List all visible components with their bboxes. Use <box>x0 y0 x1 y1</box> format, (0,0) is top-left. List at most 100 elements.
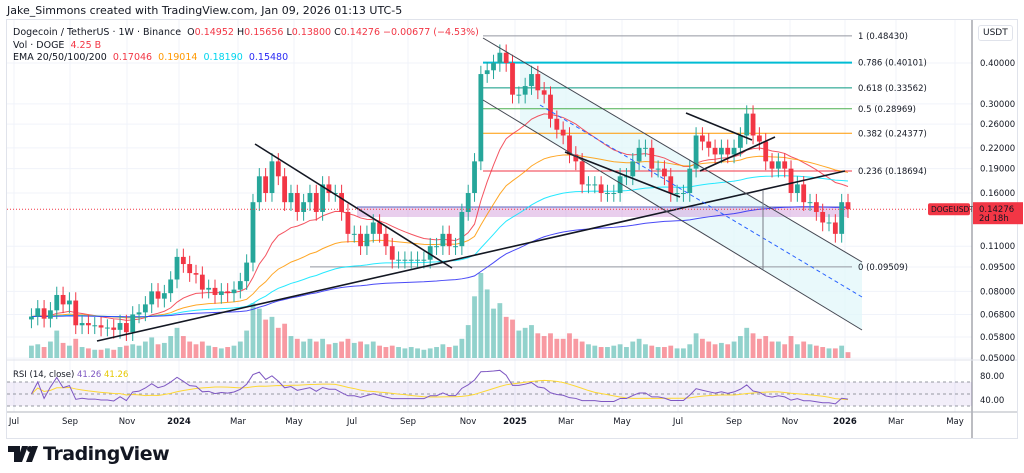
close-label: C <box>334 27 341 38</box>
candle-body <box>832 222 838 234</box>
candle-body <box>282 176 288 203</box>
price-tick: 0.05800 <box>980 333 1015 343</box>
volume-bar <box>218 348 224 358</box>
volume-bar <box>339 341 344 358</box>
volume-bar <box>769 341 775 358</box>
volume-legend[interactable]: Vol · DOGE 4.25 B <box>13 40 479 53</box>
rsi-label: RSI (14, close) <box>13 370 77 380</box>
candle-body <box>48 310 53 319</box>
volume-bar <box>92 349 98 358</box>
legend: Dogecoin / TetherUS · 1W · Binance O0.14… <box>13 27 479 65</box>
volume-bar <box>136 345 142 358</box>
candle-body <box>605 193 610 195</box>
candle-body <box>92 325 98 327</box>
volume-bar <box>560 338 566 358</box>
time-tick: Sep <box>400 417 416 427</box>
candle-body <box>719 147 724 155</box>
volume-bar <box>567 333 572 358</box>
candle-body <box>155 291 161 299</box>
time-tick: 2026 <box>833 417 857 427</box>
volume-bar <box>377 345 382 358</box>
candle-body <box>491 63 496 71</box>
time-tick: 2025 <box>503 417 527 427</box>
candle-body <box>180 256 186 265</box>
rsi-tick: 80.00 <box>980 372 1004 382</box>
volume-bar <box>700 338 705 358</box>
price-chart[interactable]: 1 (0.48430) 0.786 (0.40101) 0.618 (0.33562… <box>0 0 1024 440</box>
volume-bar <box>332 342 338 358</box>
ema50-line <box>31 154 849 319</box>
candle-body <box>592 184 598 186</box>
rsi-value: 41.26 <box>77 370 104 380</box>
candle-body <box>484 70 490 75</box>
candle-body <box>617 176 623 194</box>
candle-body <box>541 90 547 95</box>
candle-body <box>79 323 85 326</box>
volume-label: Vol · DOGE <box>13 39 65 51</box>
volume-bar <box>358 341 363 358</box>
candle-body <box>421 259 427 261</box>
last-price-tag <box>973 202 1023 225</box>
volume-bar <box>415 348 420 358</box>
candle-body <box>86 323 91 326</box>
candle-body <box>643 147 648 149</box>
candle-body <box>440 233 446 247</box>
volume-bar <box>111 349 117 358</box>
volume-bar <box>573 338 579 358</box>
candle-body <box>212 287 218 295</box>
trend-line <box>96 170 846 342</box>
volume-bar <box>383 347 389 358</box>
volume-bar <box>446 347 452 358</box>
volume-bar <box>510 319 515 358</box>
volume-bar <box>832 348 838 358</box>
candle-body <box>630 161 636 177</box>
time-tick: Jul <box>8 417 19 427</box>
volume-bar <box>756 338 762 358</box>
volume-bar <box>826 348 832 358</box>
fib-label-0: 0 (0.09509) <box>858 263 908 273</box>
volume-bar <box>155 344 161 358</box>
candle-body <box>256 176 262 203</box>
candle-body <box>674 193 680 195</box>
time-tick: May <box>613 417 631 427</box>
candle-body <box>60 294 66 305</box>
last-price-value: 0.14276 <box>979 205 1014 215</box>
candle-body <box>662 168 667 177</box>
symbol-legend[interactable]: Dogecoin / TetherUS · 1W · Binance O0.14… <box>13 27 479 40</box>
volume-bar <box>788 336 794 358</box>
ema-legend[interactable]: EMA 20/50/100/200 0.17046 0.19014 0.1819… <box>13 52 479 65</box>
volume-bar <box>237 341 243 358</box>
volume-bar <box>598 347 604 358</box>
candle-body <box>111 327 117 330</box>
volume-bar <box>668 345 674 358</box>
candle-body <box>820 211 826 223</box>
volume-bar <box>453 345 458 358</box>
volume-bar <box>459 338 465 358</box>
tradingview-logo[interactable]: TradingView <box>8 443 170 465</box>
volume-bar <box>389 345 395 358</box>
candle-body <box>687 168 693 194</box>
fib-label-0.618: 0.618 (0.33562) <box>858 84 927 94</box>
credit-line: Jake_Simmons created with TradingView.co… <box>7 4 403 17</box>
volume-bar <box>244 330 250 358</box>
candle-body <box>168 279 174 294</box>
currency-label[interactable]: USDT <box>978 25 1013 41</box>
volume-bar <box>586 344 591 358</box>
candle-body <box>364 233 370 247</box>
time-tick: Nov <box>460 417 477 427</box>
candle-body <box>478 74 484 162</box>
candle-body <box>415 259 420 261</box>
candle-body <box>345 211 351 234</box>
candle-body <box>807 202 813 204</box>
volume-bar <box>554 338 560 358</box>
candle-body <box>396 259 401 261</box>
volume-bar <box>440 344 446 358</box>
close-value: 0.14276 <box>340 27 381 38</box>
candle-body <box>649 147 655 169</box>
price-tick: 0.11000 <box>980 242 1015 252</box>
volume-bar <box>624 347 629 358</box>
candle-body <box>586 184 591 186</box>
volume-bar <box>275 327 281 358</box>
change-value: −0.00677 (−4.53%) <box>383 27 479 38</box>
candle-body <box>567 135 572 155</box>
